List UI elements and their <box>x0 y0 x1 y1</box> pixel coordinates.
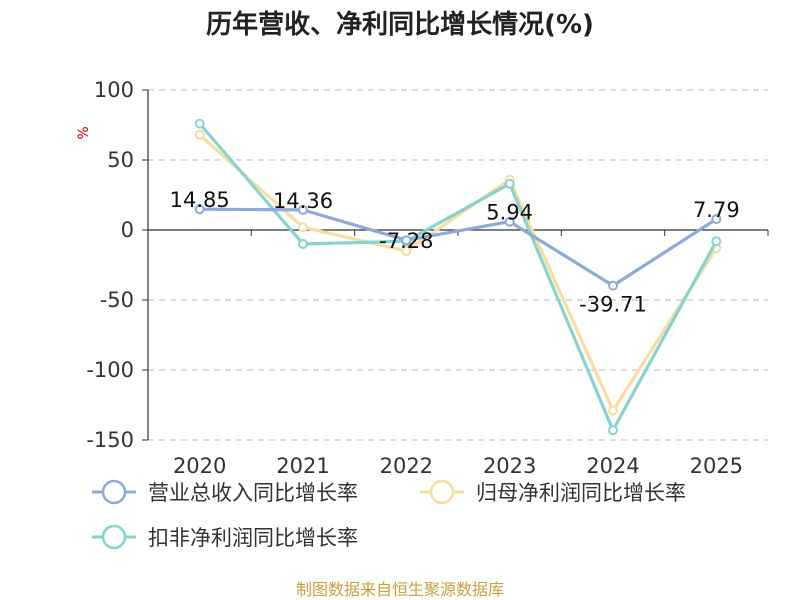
chart-title: 历年营收、净利同比增长情况(%) <box>206 9 594 40</box>
data-label: 7.79 <box>693 198 740 222</box>
data-point <box>298 239 308 249</box>
legend-item[interactable]: 归母净利润同比增长率 <box>420 479 686 505</box>
series-line <box>198 122 718 432</box>
data-point <box>194 129 205 140</box>
legend-marker-icon <box>101 524 127 550</box>
y-tick-label: -50 <box>100 288 134 312</box>
series-line <box>199 207 718 288</box>
data-point <box>608 425 618 436</box>
legend-label: 扣非净利润同比增长率 <box>148 526 358 550</box>
axes: 100 50 0 -50 -100 -150 2020 2021 2022 2023 2024 202… <box>86 78 769 478</box>
data-point <box>504 178 515 189</box>
legend-marker-icon <box>429 479 455 505</box>
y-tick-label: 50 <box>107 148 134 172</box>
legend-label: 营业总收入同比增长率 <box>148 481 358 505</box>
y-axis-label: % <box>76 126 92 139</box>
x-tick-label: 2025 <box>690 454 743 478</box>
data-point <box>401 246 412 256</box>
source-note: 制图数据来自恒生聚源数据库 <box>296 580 504 599</box>
legend-item[interactable]: 扣非净利润同比增长率 <box>92 524 358 550</box>
legend-label: 归母净利润同比增长率 <box>476 481 686 505</box>
data-point <box>298 204 308 215</box>
x-tick-label: 2022 <box>380 454 433 478</box>
x-tick-label: 2023 <box>483 454 536 478</box>
data-point <box>401 235 412 246</box>
data-point <box>298 222 308 233</box>
data-point <box>608 405 618 416</box>
data-point <box>194 204 205 215</box>
data-labels: 14.85 14.36 -7.28 5.94 -39.71 7.79 <box>170 188 740 316</box>
y-tick-label: -100 <box>86 358 134 382</box>
data-point <box>194 118 205 129</box>
data-label: 14.85 <box>170 188 230 212</box>
x-tick-label: 2020 <box>173 454 226 478</box>
series-group <box>194 118 722 436</box>
legend-item[interactable]: 营业总收入同比增长率 <box>92 479 358 505</box>
data-point <box>711 214 722 225</box>
data-point <box>711 236 722 247</box>
y-tick-label: 100 <box>94 78 134 102</box>
legend-marker-icon <box>101 479 127 505</box>
data-label: 5.94 <box>486 201 533 225</box>
y-tick-label: -150 <box>86 428 134 452</box>
data-label: -7.28 <box>379 229 433 253</box>
x-tick-label: 2024 <box>586 454 639 478</box>
y-tick-label: 0 <box>121 218 134 242</box>
series-line <box>198 133 718 413</box>
x-tick-label: 2021 <box>276 454 329 478</box>
data-point <box>608 280 618 291</box>
data-point <box>504 216 515 227</box>
data-label: 14.36 <box>273 189 333 213</box>
data-label: -39.71 <box>579 293 647 317</box>
gridlines <box>148 89 768 441</box>
